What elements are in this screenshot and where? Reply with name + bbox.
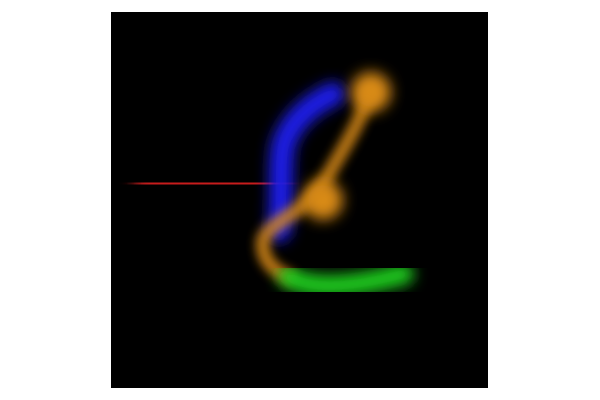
red-stroke — [133, 170, 289, 197]
black-frame — [111, 12, 488, 388]
orange-blob-top — [351, 72, 391, 112]
orange-stroke — [255, 87, 376, 284]
green-stroke — [278, 263, 414, 297]
blurred-figure — [133, 72, 414, 297]
blue-stroke — [267, 82, 345, 242]
orange-blob-mid — [303, 180, 343, 220]
